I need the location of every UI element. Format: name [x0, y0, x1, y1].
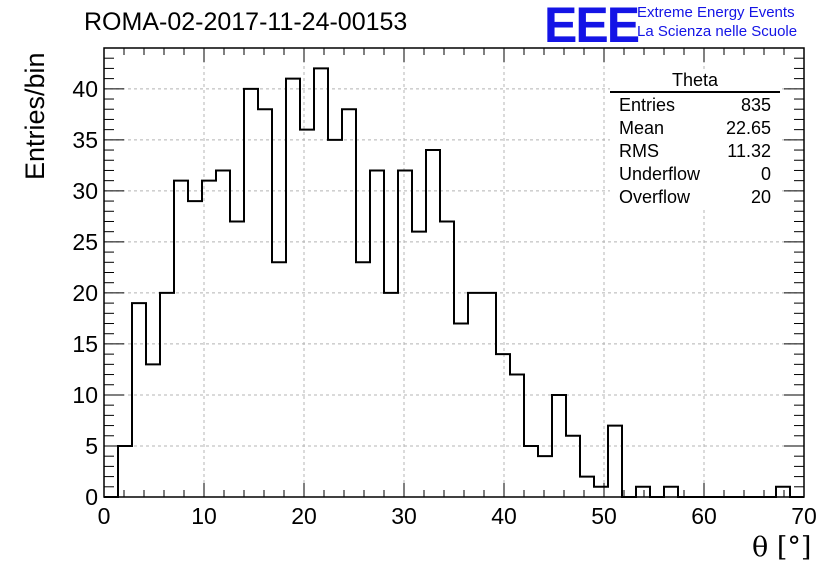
stats-value: 835 [740, 95, 771, 115]
stats-label: Entries [619, 95, 676, 115]
y-tick-label: 10 [72, 382, 98, 408]
stats-label: RMS [619, 141, 659, 161]
y-axis-label: Entries/bin [20, 52, 50, 180]
stats-value: 20 [750, 187, 771, 207]
y-tick-label: 25 [72, 229, 98, 255]
y-tick-label: 0 [85, 484, 98, 510]
tick-labels: 0 10 20 30 40 50 60 70 0 5 10 15 20 25 30 35 40 [72, 76, 816, 529]
x-tick-label: 60 [691, 503, 717, 529]
y-tick-label: 35 [72, 127, 98, 153]
y-tick-label: 5 [85, 433, 98, 459]
x-tick-label: 0 [98, 503, 111, 529]
x-axis-label: θ [°] [752, 532, 812, 563]
stats-row: Entries 835 [610, 94, 780, 117]
logo-caption-line2: La Scienza nelle Scuole [637, 23, 798, 40]
x-tick-label: 50 [591, 503, 617, 529]
x-tick-label: 10 [191, 503, 217, 529]
y-tick-label: 30 [72, 178, 98, 204]
stats-row: RMS 11.32 [610, 140, 780, 163]
y-tick-label: 20 [72, 280, 98, 306]
x-tick-label: 30 [391, 503, 417, 529]
logo-caption: Extreme Energy Events La Scienza nelle S… [637, 3, 797, 41]
plot-frame [103, 47, 805, 498]
stats-label: Overflow [619, 187, 691, 207]
x-tick-label: 20 [291, 503, 317, 529]
run-title: ROMA-02-2017-11-24-00153 [84, 8, 408, 36]
stats-value: 11.32 [727, 141, 771, 161]
stats-box: Theta Entries 835 Mean 22.65 RMS 11.32 U… [610, 70, 780, 209]
x-tick-label: 70 [791, 503, 817, 529]
stats-row: Mean 22.65 [610, 117, 780, 140]
y-tick-label: 40 [72, 76, 98, 102]
stats-value: 0 [760, 164, 771, 184]
stats-title: Theta [610, 70, 780, 93]
stats-label: Mean [619, 118, 665, 138]
stats-value: 22.65 [725, 118, 771, 138]
logo-caption-line1: Extreme Energy Events [637, 4, 795, 21]
x-tick-label: 40 [491, 503, 517, 529]
stats-row: Underflow 0 [610, 163, 780, 186]
eee-logo: EEE [544, 0, 640, 53]
stats-row: Overflow 20 [610, 186, 780, 209]
stats-label: Underflow [619, 164, 701, 184]
y-tick-label: 15 [72, 331, 98, 357]
axis-ticks [103, 47, 805, 498]
histogram-line [104, 67, 804, 498]
